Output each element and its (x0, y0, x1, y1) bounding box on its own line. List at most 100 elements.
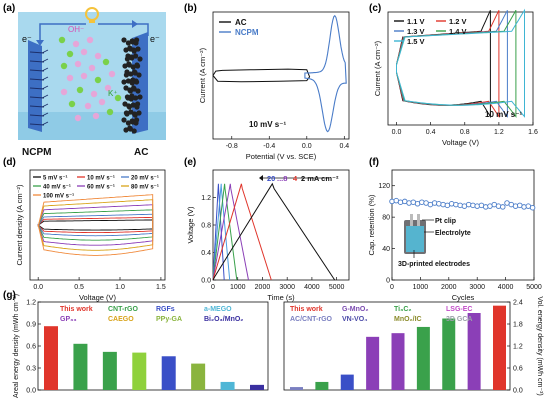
ncpm-fiber (41, 76, 49, 81)
chart-c-series (396, 8, 525, 118)
chart-b: -0.8 -0.4 0.0 0.4 Potential (V vs. SCE) Curre… (198, 11, 350, 161)
ac-particle (131, 85, 137, 91)
chart-c-legend-label: 1.1 V (407, 17, 425, 26)
chart-b-series-ncpm (304, 14, 347, 133)
chart-g-left-legend-label: a-MEGO (204, 306, 232, 313)
ncpm-fiber (41, 67, 49, 72)
chart-d-legend-label: 10 mV s⁻¹ (87, 175, 115, 182)
panel-label-b: (b) (184, 3, 197, 14)
ac-particle (133, 53, 139, 59)
chart-f-ytick-label: 0 (386, 278, 390, 285)
chart-b-xtick-label: -0.4 (263, 143, 275, 150)
chart-f-point (521, 204, 527, 210)
chart-f-ylabel: Cap. retention (%) (367, 194, 376, 255)
ion (90, 90, 98, 98)
chart-e-ytick-label: 0.0 (201, 278, 211, 285)
ion (92, 112, 100, 120)
chart-f-point (474, 203, 480, 209)
chart-f-xtick-label: 5000 (526, 284, 542, 291)
ion (74, 60, 82, 68)
ion (106, 108, 114, 116)
ion-k-label: K⁺ (108, 89, 118, 98)
chart-f-xtick-label: 1000 (413, 284, 429, 291)
chart-d-xlabel: Voltage (V) (79, 293, 117, 302)
chart-c-xtick-label: 1.2 (494, 129, 504, 136)
chart-d-series (37, 194, 154, 256)
ac-particle (123, 72, 129, 78)
chart-f-frame (391, 169, 535, 281)
chart-g-right-legend-label: LSG-EC (446, 306, 472, 313)
ion (104, 84, 112, 92)
chart-g-right-ylabel: Vol. energy density (mWh cm⁻³) (536, 296, 543, 395)
chart-g-left-ytick-label: 1.2 (26, 300, 36, 307)
chart-d: 0.0 0.5 1.0 1.5 Voltage (V) Current density (… (15, 169, 166, 302)
ncpm-fiber (29, 123, 45, 126)
chart-c-xtick-label: 1.6 (528, 129, 538, 136)
chart-g-right-ytick-label: 1.8 (513, 322, 523, 329)
chart-g-right-legend-label: G-MnO₂ (342, 306, 368, 313)
chart-e-legend-2: 2 mA cm⁻² (301, 174, 339, 183)
chart-f-point (397, 199, 404, 205)
ac-particle (121, 79, 127, 85)
chart-g-right-bar (493, 305, 506, 390)
ion (84, 102, 92, 110)
chart-g-right-legend-label: AC/CNT-rGO (290, 316, 333, 323)
chart-f-point (457, 202, 463, 209)
ncpm-fiber (29, 78, 45, 81)
chart-b-xtick-label: 0.0 (302, 143, 312, 150)
ac-particle (121, 37, 127, 43)
inset-label-electrolyte: Electrolyte (435, 230, 471, 237)
chart-g-left-ytick-label: 0.9 (26, 322, 36, 329)
ion-oh-label: OH⁻ (68, 25, 84, 34)
chart-g-left-legend-label: Bi₂O₃/MnO₂ (204, 316, 243, 323)
chart-d-legend-label: 100 mV s⁻¹ (43, 193, 74, 200)
chart-f-xtick-label: 4000 (498, 284, 514, 291)
chart-e-xtick-label: 1000 (230, 284, 246, 291)
chart-f-point (482, 204, 489, 210)
ncpm-fiber (29, 69, 45, 72)
chart-e-frame (212, 169, 350, 281)
chart-c-frame (387, 11, 534, 126)
ion (74, 114, 82, 122)
inset-clip-right (417, 214, 420, 226)
chart-g-left-ytick-label: 0.0 (26, 388, 36, 395)
ac-particle (127, 125, 133, 131)
ncpm-fiber (29, 96, 45, 99)
chart-c-ylabel: Current (A cm⁻²) (373, 40, 382, 96)
ion (60, 62, 68, 70)
electron-right: e⁻ (150, 34, 160, 44)
panel-label-a: (a) (3, 3, 15, 14)
ac-particle (134, 62, 140, 68)
ncpm-electrode (28, 40, 42, 132)
chart-b-xtick-label: 0.4 (339, 143, 349, 150)
chart-f-xlabel: Cycles (452, 293, 475, 302)
ncpm-fiber (41, 58, 49, 63)
chart-f: 0 1000 2000 3000 4000 5000 0 40 80 120 Cycles Cap. … (367, 169, 542, 302)
chart-g-right-ytick-label: 0.6 (513, 366, 523, 373)
panel-label-f: (f) (369, 157, 379, 168)
inset-label-electrodes: 3D-printed electrodes (398, 261, 470, 268)
chart-c-xtick-label: 0.8 (460, 129, 470, 136)
ion (60, 88, 68, 96)
chart-f-point (431, 200, 438, 206)
chart-f-point (512, 203, 519, 209)
chart-g-right-legend-label: MnO₂/IC (394, 316, 422, 323)
chart-g-left-legend-label: This work (60, 306, 93, 313)
chart-f-xtick-label: 3000 (469, 284, 485, 291)
ion (88, 64, 96, 72)
ac-particle (128, 96, 134, 102)
ion (102, 58, 110, 66)
chart-g-left-bar (250, 384, 264, 390)
inset-electrolyte (406, 226, 424, 252)
chart-e-xtick-label: 5000 (329, 284, 345, 291)
chart-e-xlabel: Time (s) (267, 293, 295, 302)
arrow-right-icon (132, 20, 138, 28)
ion (66, 74, 74, 82)
ion (72, 40, 80, 48)
chart-b-xlabel: Potential (V vs. SCE) (246, 152, 317, 161)
ac-particle (133, 95, 139, 101)
ac-particle (121, 117, 127, 123)
chart-e-ytick-label: 0.8 (201, 223, 211, 230)
chart-g-right-bar (366, 336, 380, 390)
